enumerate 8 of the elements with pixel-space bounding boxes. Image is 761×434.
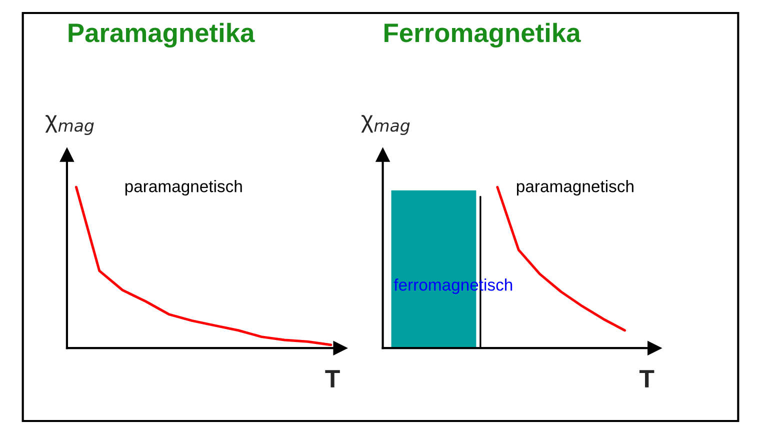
chart-title: Ferromagnetika — [384, 22, 581, 48]
x-axis-title: T — [325, 370, 340, 388]
annotation: paramagnetisch — [516, 180, 634, 196]
chart-title: Paramagnetika — [68, 22, 255, 48]
annotation: paramagnetisch — [125, 180, 242, 196]
y-axis-title: χ$_{mag}$ — [45, 114, 94, 136]
x-axis-title: T — [639, 370, 654, 388]
y-axis-title: χ$_{mag}$ — [361, 114, 410, 136]
